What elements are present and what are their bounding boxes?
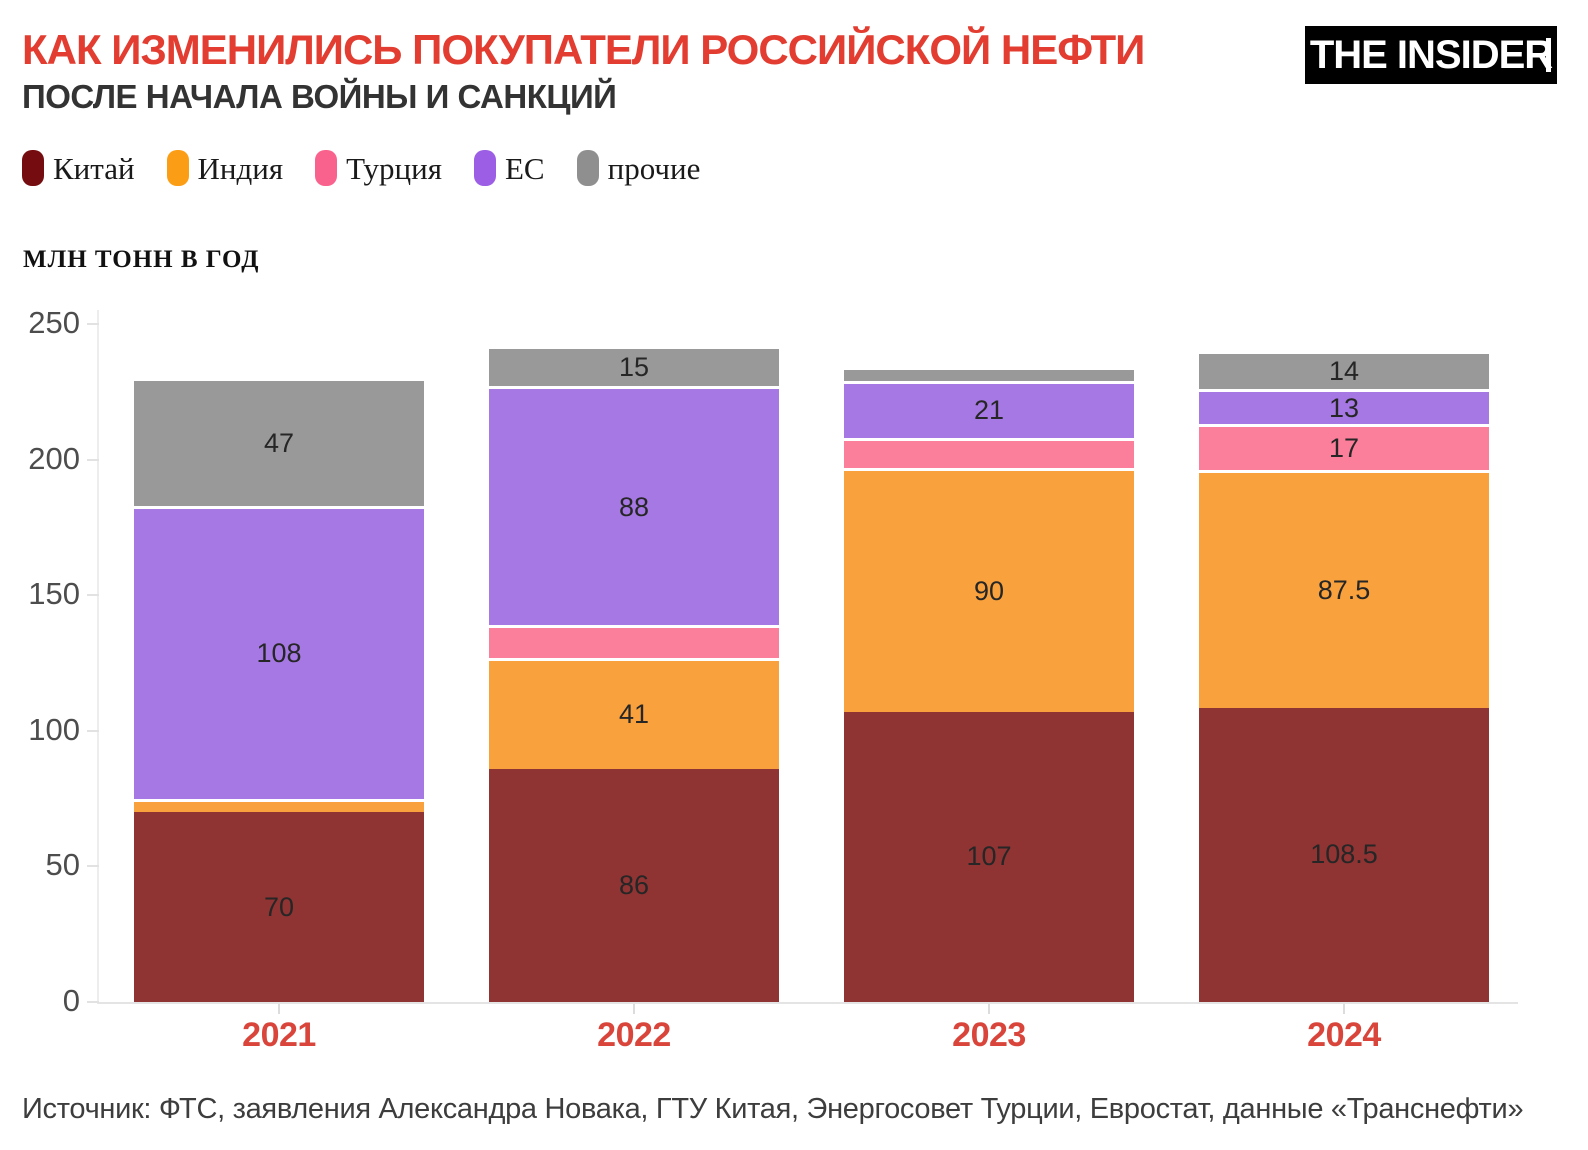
segment-ЕС-2023: 21	[844, 380, 1134, 438]
segment-Китай-2023: 107	[844, 711, 1134, 1002]
value-label-ЕС-2022: 88	[618, 491, 650, 522]
x-axis-label-2021: 2021	[242, 1016, 316, 1054]
x-axis-label-2024: 2024	[1307, 1016, 1381, 1054]
legend-item-Индия: Индия	[166, 150, 284, 186]
y-axis-title: МЛН ТОНН В ГОД	[23, 246, 260, 273]
logo-cursor-bar	[1546, 38, 1551, 72]
value-label-Индия-2023: 90	[973, 575, 1005, 606]
segment-Китай-2021: 70	[134, 812, 424, 1002]
bar-2023: 107 90 21	[844, 367, 1134, 1002]
y-tick-label-250: 250	[28, 305, 80, 340]
legend-swatch-ЕС	[474, 150, 496, 186]
x-axis-label-2023: 2023	[952, 1016, 1026, 1054]
legend-item-ЕС: ЕС	[474, 150, 545, 186]
segment-прочие-2022: 15	[489, 345, 779, 387]
bar-2024: 108.5 87.5 17 13 14	[1199, 351, 1489, 1002]
y-tick-label-200: 200	[28, 440, 80, 476]
legend-swatch-Китай	[22, 150, 44, 186]
legend-item-прочие: прочие	[576, 150, 701, 186]
y-tick-label-150: 150	[28, 576, 80, 612]
segment-ЕС-2021: 108	[134, 505, 424, 799]
segment-Индия-2024: 87.5	[1199, 470, 1489, 708]
segment-Китай-2022: 86	[489, 768, 779, 1002]
segment-прочие-2021: 47	[134, 378, 424, 506]
y-tick-0	[87, 1001, 99, 1003]
legend-label-Турция: Турция	[346, 150, 442, 186]
bar-2022: 86 41 88 15	[489, 345, 779, 1002]
y-tick-label-0: 0	[62, 983, 80, 1018]
segment-прочие-2024: 14	[1199, 351, 1489, 390]
y-tick-label-100: 100	[28, 711, 80, 747]
value-label-прочие-2021: 47	[263, 428, 295, 458]
x-tick-2021	[278, 1004, 280, 1014]
value-label-Турция-2024: 17	[1328, 433, 1360, 464]
x-tick-2023	[988, 1004, 990, 1014]
legend-swatch-прочие	[576, 150, 599, 186]
segment-ЕС-2024: 13	[1199, 389, 1489, 425]
segment-Турция-2024: 17	[1199, 424, 1489, 471]
x-tick-2024	[1343, 1004, 1345, 1014]
value-label-прочие-2024: 14	[1328, 356, 1360, 387]
value-label-Китай-2021: 70	[263, 891, 295, 922]
segment-Индия-2023: 90	[844, 467, 1134, 712]
legend: Китай Индия Турция ЕС прочие	[22, 150, 732, 186]
value-label-прочие-2022: 15	[618, 352, 650, 383]
source-note: Источник: ФТС, заявления Александра Нова…	[22, 1093, 1524, 1125]
y-tick-150	[87, 594, 99, 597]
y-tick-250	[87, 323, 99, 325]
legend-item-Турция: Турция	[315, 150, 442, 186]
value-label-Китай-2022: 86	[618, 869, 650, 900]
value-label-Индия-2022: 41	[618, 699, 650, 730]
segment-прочие-2023	[844, 367, 1134, 381]
segment-Китай-2024: 108.5	[1199, 707, 1489, 1002]
value-label-ЕС-2021: 108	[256, 638, 302, 669]
segment-Индия-2021	[134, 798, 424, 813]
segment-ЕС-2022: 88	[489, 386, 779, 626]
page-title: КАК ИЗМЕНИЛИСЬ ПОКУПАТЕЛИ РОССИЙСКОЙ НЕФ…	[22, 26, 1145, 73]
segment-Индия-2022: 41	[489, 657, 779, 769]
segment-Турция-2023	[844, 437, 1134, 468]
legend-label-ЕС: ЕС	[505, 150, 545, 186]
brand-logo-text: THE INSIDER	[1309, 32, 1553, 77]
legend-label-прочие: прочие	[607, 150, 701, 186]
value-label-ЕС-2023: 21	[973, 395, 1005, 426]
y-tick-50	[87, 865, 99, 868]
value-label-Китай-2024: 108.5	[1310, 839, 1378, 870]
value-label-ЕС-2024: 13	[1328, 392, 1360, 423]
value-label-Китай-2023: 107	[966, 841, 1012, 872]
page-subtitle: ПОСЛЕ НАЧАЛА ВОЙНЫ И САНКЦИЙ	[22, 78, 617, 115]
y-tick-100	[87, 729, 99, 732]
x-tick-2022	[633, 1004, 635, 1014]
y-tick-label-50: 50	[45, 847, 80, 883]
brand-logo: THE INSIDER	[1305, 26, 1557, 84]
legend-label-Индия: Индия	[197, 150, 284, 186]
legend-swatch-Турция	[315, 150, 338, 186]
y-tick-200	[87, 458, 99, 461]
bar-2021: 70 108 47	[134, 378, 424, 1002]
chart-plot-area: 0 50 100 150 200 250 70 108 47 2021 86 41 88 15 2022 10…	[28, 307, 1518, 1054]
segment-Турция-2022	[489, 625, 779, 658]
legend-swatch-Индия	[166, 150, 189, 186]
legend-item-Китай: Китай	[22, 150, 135, 186]
value-label-Индия-2024: 87.5	[1317, 575, 1371, 606]
x-axis-label-2022: 2022	[597, 1016, 671, 1054]
legend-label-Китай: Китай	[53, 150, 135, 186]
